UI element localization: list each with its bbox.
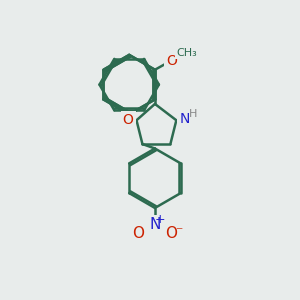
Text: O: O — [165, 226, 177, 241]
Text: ⁻: ⁻ — [175, 225, 182, 239]
Text: CH₃: CH₃ — [176, 47, 197, 58]
Text: N: N — [179, 112, 190, 126]
Text: H: H — [188, 109, 197, 119]
Text: O: O — [133, 226, 145, 241]
Text: +: + — [155, 213, 166, 226]
Text: N: N — [149, 218, 160, 232]
Text: O: O — [123, 113, 134, 127]
Text: O: O — [166, 54, 177, 68]
